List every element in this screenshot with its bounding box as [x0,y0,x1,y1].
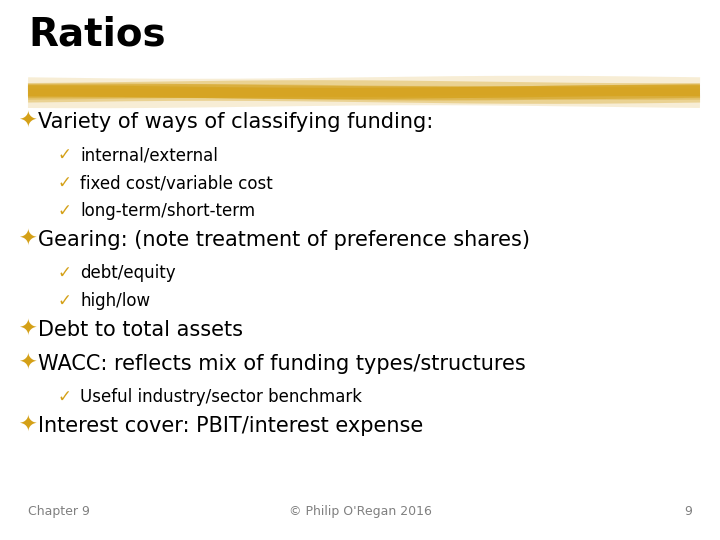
Text: high/low: high/low [80,292,150,310]
Text: ✓: ✓ [58,264,72,282]
Text: debt/equity: debt/equity [80,264,176,282]
Text: ✓: ✓ [58,388,72,406]
Text: internal/external: internal/external [80,146,218,164]
Text: Variety of ways of classifying funding:: Variety of ways of classifying funding: [38,112,433,132]
Text: Chapter 9: Chapter 9 [28,505,90,518]
Text: ✓: ✓ [58,202,72,220]
Text: Useful industry/sector benchmark: Useful industry/sector benchmark [80,388,362,406]
Text: long-term/short-term: long-term/short-term [80,202,255,220]
Text: Interest cover: PBIT/interest expense: Interest cover: PBIT/interest expense [38,416,423,436]
Text: ✓: ✓ [58,146,72,164]
Text: ✦: ✦ [18,416,37,436]
Text: ✦: ✦ [18,320,37,340]
Text: WACC: reflects mix of funding types/structures: WACC: reflects mix of funding types/stru… [38,354,526,374]
Text: Ratios: Ratios [28,15,166,53]
Text: ✦: ✦ [18,354,37,374]
Text: © Philip O'Regan 2016: © Philip O'Regan 2016 [289,505,431,518]
Text: Debt to total assets: Debt to total assets [38,320,243,340]
Text: fixed cost/variable cost: fixed cost/variable cost [80,174,273,192]
Text: ✦: ✦ [18,230,37,250]
Text: Gearing: (note treatment of preference shares): Gearing: (note treatment of preference s… [38,230,530,250]
Text: ✓: ✓ [58,292,72,310]
Text: ✓: ✓ [58,174,72,192]
Text: ✦: ✦ [18,112,37,132]
Text: 9: 9 [684,505,692,518]
